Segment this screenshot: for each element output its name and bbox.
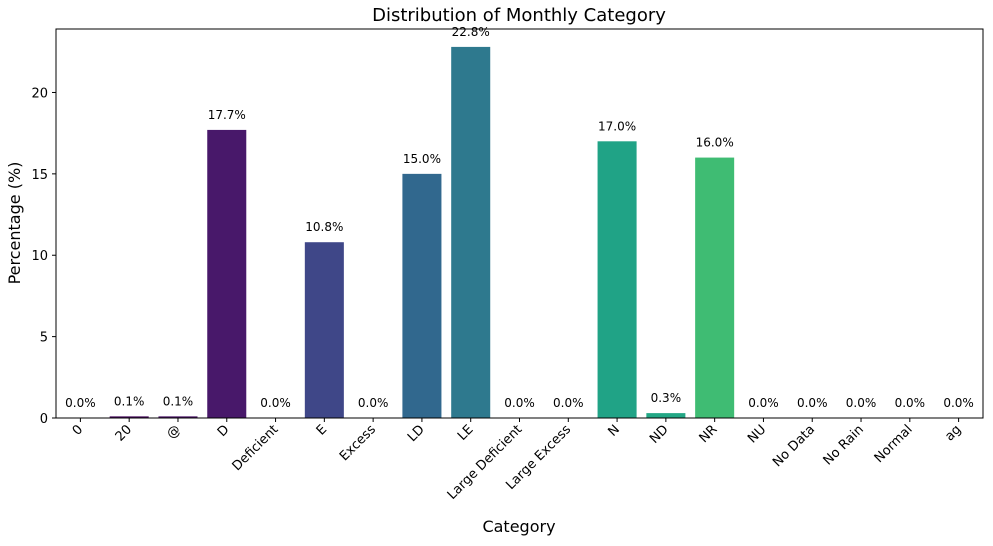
data-label: 0.0%	[846, 396, 877, 410]
x-tick-label: Excess	[337, 422, 379, 464]
data-label: 0.0%	[797, 396, 828, 410]
y-tick-label: 5	[40, 331, 48, 346]
data-label: 16.0%	[696, 136, 734, 150]
x-tick-label: LD	[405, 422, 428, 445]
bar	[109, 416, 149, 418]
data-label: 0.0%	[748, 396, 779, 410]
x-tick-label: No Rain	[821, 422, 867, 468]
x-tick-label: D	[215, 422, 233, 440]
x-tick-label: NU	[745, 422, 769, 446]
data-label: 0.3%	[651, 391, 682, 405]
data-label: 22.8%	[452, 25, 490, 39]
y-tick-label: 0	[40, 412, 48, 427]
data-label: 0.0%	[358, 396, 389, 410]
x-tick-label: 0	[70, 422, 86, 438]
x-tick-label: N	[605, 422, 622, 439]
data-label: 17.7%	[208, 108, 246, 122]
data-label: 0.0%	[943, 396, 974, 410]
y-axis: 0 5 10 15 20	[31, 86, 56, 427]
data-labels-layer: 0.0% 0.1% 0.1% 17.7% 0.0% 10.8% 0.0% 15.0% 22.8%…	[65, 25, 974, 410]
y-axis-label: Percentage (%)	[5, 162, 24, 285]
bar	[402, 173, 442, 418]
x-axis-label: Category	[482, 517, 555, 536]
y-tick-label: 20	[31, 86, 48, 101]
x-tick-label: E	[314, 422, 330, 438]
data-label: 0.0%	[260, 396, 291, 410]
x-tick-label: @	[164, 422, 184, 442]
bar	[695, 157, 735, 418]
x-tick-label: Normal	[872, 422, 916, 466]
data-label: 15.0%	[403, 152, 441, 166]
data-label: 17.0%	[598, 119, 636, 133]
plot-frame	[55, 28, 984, 419]
x-tick-label: NR	[697, 422, 721, 446]
data-label: 0.0%	[504, 396, 535, 410]
bar	[451, 46, 491, 418]
x-tick-label: LE	[455, 422, 477, 444]
data-label: 0.0%	[553, 396, 584, 410]
bar	[646, 413, 686, 418]
x-tick-label: 20	[113, 422, 135, 444]
bar	[158, 416, 198, 418]
bar	[207, 129, 247, 418]
chart-title: Distribution of Monthly Category	[372, 5, 666, 26]
y-tick-label: 10	[31, 249, 48, 264]
data-label: 0.0%	[895, 396, 926, 410]
data-label: 0.1%	[114, 394, 145, 408]
data-label: 0.1%	[163, 394, 194, 408]
x-tick-label: No Data	[770, 422, 818, 470]
x-tick-label: Deficient	[230, 422, 282, 474]
y-tick-label: 15	[31, 168, 48, 183]
x-tick-label: ND	[647, 422, 672, 447]
x-tick-label: ag	[942, 422, 964, 444]
bar	[597, 141, 637, 419]
bars-layer	[109, 46, 735, 419]
bar	[304, 242, 344, 418]
data-label: 10.8%	[305, 220, 343, 234]
data-label: 0.0%	[65, 396, 96, 410]
